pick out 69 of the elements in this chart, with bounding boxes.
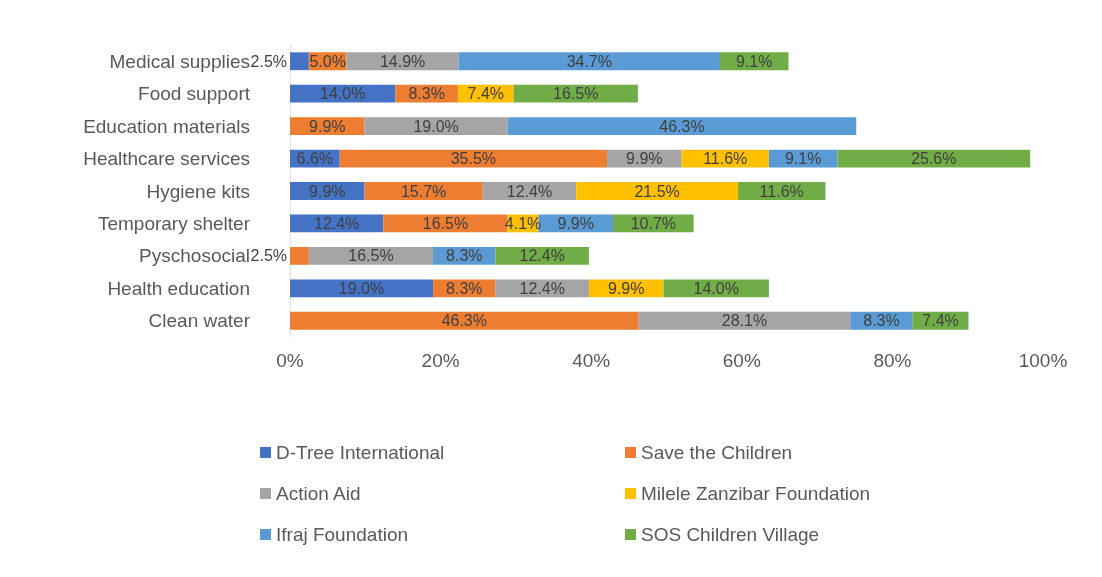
data-label: 8.3% (446, 247, 483, 265)
data-label: 9.9% (309, 182, 346, 200)
data-label: 16.5% (422, 214, 469, 232)
data-label: 14.0% (693, 279, 739, 297)
data-label: 11.6% (703, 150, 748, 168)
data-label: 8.3% (408, 85, 445, 103)
y-tick-label: Pyschosocial (139, 245, 250, 267)
data-label: 16.5% (348, 247, 394, 265)
data-label: 2.5% (250, 52, 287, 70)
y-tick-label: Healthcare services (83, 148, 250, 170)
data-label: 12.4% (519, 247, 565, 265)
data-label: 25.6% (911, 150, 957, 168)
data-label: 19.0% (338, 279, 385, 297)
data-label: 8.3% (863, 312, 900, 330)
data-label: 12.4% (506, 182, 553, 200)
legend-label: D-Tree International (276, 442, 445, 463)
data-label: 7.4% (467, 85, 505, 103)
data-label: 35.5% (450, 150, 497, 168)
y-tick-label: Clean water (148, 310, 251, 332)
data-label: 9.9% (607, 279, 645, 297)
y-tick-label: Medical supplies (109, 50, 250, 72)
data-label: 28.1% (721, 312, 768, 330)
bar (507, 117, 857, 136)
data-label: 19.0% (413, 117, 459, 135)
data-label: 2.5% (250, 247, 287, 265)
data-label: 11.6% (759, 182, 804, 200)
bar (290, 246, 309, 265)
data-label: 16.5% (553, 85, 599, 103)
legend-label: Ifraj Foundation (276, 524, 409, 545)
x-tick-label: 40% (572, 350, 611, 371)
data-label: 10.7% (630, 214, 677, 232)
legend-label: Action Aid (276, 483, 361, 504)
x-tick-label: 0% (276, 350, 304, 371)
y-tick-label: Hygiene kits (146, 180, 250, 202)
bar (638, 311, 851, 330)
data-label: 14.9% (379, 52, 426, 70)
data-label: 9.9% (626, 150, 663, 168)
data-label: 8.3% (446, 279, 483, 297)
data-label: 9.1% (735, 52, 773, 70)
data-label: 9.1% (784, 150, 822, 168)
data-label: 15.7% (400, 182, 447, 200)
legend-label: Save the Children (641, 442, 793, 463)
data-label: 6.6% (296, 150, 334, 168)
legend-label: SOS Children Village (641, 524, 820, 545)
data-label: 21.5% (634, 182, 680, 200)
y-tick-label: Food support (138, 83, 251, 105)
data-label: 5.0% (309, 52, 346, 70)
bar (290, 311, 639, 330)
data-label: 9.9% (557, 214, 594, 232)
data-label: 46.3% (441, 312, 488, 330)
data-label: 9.9% (309, 117, 346, 135)
y-tick-label: Temporary shelter (97, 212, 251, 234)
data-label: 12.4% (519, 279, 565, 297)
bar (576, 182, 739, 200)
data-label: 34.7% (566, 52, 613, 70)
x-tick-label: 20% (421, 350, 460, 371)
legend-label: Milele Zanzibar Foundation (641, 483, 871, 504)
data-label: 12.4% (314, 214, 360, 232)
data-label: 46.3% (659, 117, 705, 135)
y-tick-label: Health education (107, 277, 250, 299)
x-tick-label: 100% (1018, 350, 1068, 371)
data-label: 7.4% (922, 312, 959, 330)
x-tick-label: 60% (722, 350, 761, 371)
bar (364, 117, 508, 136)
bar (290, 52, 309, 71)
data-label: 14.0% (320, 85, 366, 103)
bar (458, 52, 720, 71)
y-tick-label: Education materials (83, 115, 250, 137)
x-tick-label: 80% (873, 350, 912, 371)
